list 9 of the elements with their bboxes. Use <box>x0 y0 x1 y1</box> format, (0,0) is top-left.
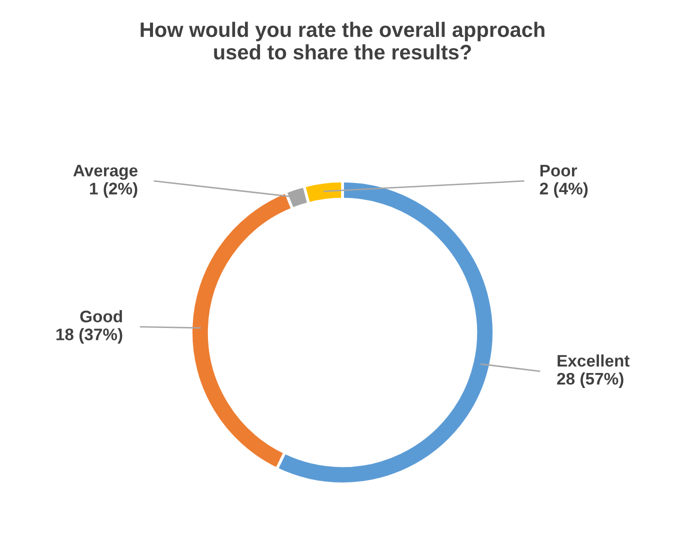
slice-label: Excellent <box>558 354 630 367</box>
data-label: 18 (37%) <box>56 328 122 344</box>
data-label: 28 (57%) <box>557 372 624 388</box>
slice-label: Average <box>73 164 138 180</box>
slice-label: Poor <box>540 164 578 177</box>
slice-label: Good <box>80 310 122 322</box>
data-label: 2 (4%) <box>540 182 588 198</box>
data-label: 1 (2%) <box>90 182 138 198</box>
chart-title: How would you rate the overall approach used to share the results? <box>140 22 544 60</box>
